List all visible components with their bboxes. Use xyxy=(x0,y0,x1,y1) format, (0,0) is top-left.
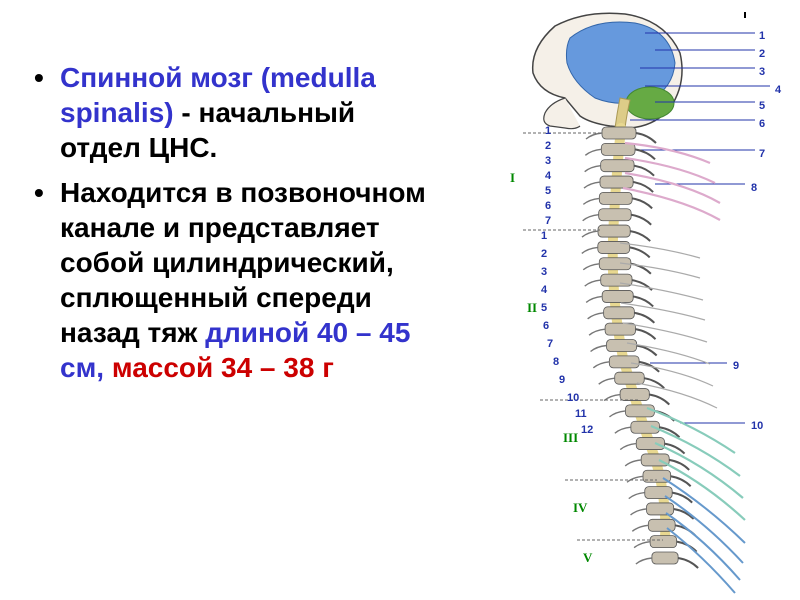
brain-number: 4 xyxy=(775,84,781,96)
section-markers xyxy=(523,133,663,540)
brain-cerebellum xyxy=(626,87,674,119)
brain-number: 5 xyxy=(759,100,765,112)
spine-number: 4 xyxy=(541,284,547,296)
spine-number: 7 xyxy=(545,215,551,227)
diagram-column: IIIIIIIVV 12345678910 123456712345678910… xyxy=(445,0,800,600)
spine-number: 3 xyxy=(541,266,547,278)
bullet-2-mass: массой 34 – 38 г xyxy=(112,352,334,383)
bullet-1: Спинной мозг (medulla spinalis) - началь… xyxy=(30,60,435,165)
roman-label: I xyxy=(510,170,515,186)
spine-number: 5 xyxy=(541,302,547,314)
spine-number: 2 xyxy=(541,248,547,260)
spine-number: 2 xyxy=(545,140,551,152)
spine-number: 1 xyxy=(541,230,547,242)
slide-content: Спинной мозг (medulla spinalis) - началь… xyxy=(0,0,800,600)
roman-label: IV xyxy=(573,500,587,516)
spine-number: 3 xyxy=(545,155,551,167)
roman-label: II xyxy=(527,300,537,316)
bullet-list: Спинной мозг (medulla spinalis) - началь… xyxy=(30,60,435,385)
spine-number: 11 xyxy=(575,408,587,420)
brain-number: 9 xyxy=(733,360,739,372)
spine-number: 1 xyxy=(545,125,551,137)
spine-number: 5 xyxy=(545,185,551,197)
spine-number: 4 xyxy=(545,170,551,182)
spine-number: 12 xyxy=(581,424,593,436)
roman-label: V xyxy=(583,550,592,566)
spine-number: 8 xyxy=(553,356,559,368)
spine-number: 7 xyxy=(547,338,553,350)
roman-label: III xyxy=(563,430,578,446)
brain-number: 10 xyxy=(751,420,763,432)
spine-number: 6 xyxy=(545,200,551,212)
bullet-2: Находится в позвоночном канале и предста… xyxy=(30,175,435,385)
brain-number: 7 xyxy=(759,148,765,160)
spine-number: 6 xyxy=(543,320,549,332)
spine-number: 10 xyxy=(567,392,579,404)
vertebrae-group xyxy=(582,127,698,568)
brain-number: 3 xyxy=(759,66,765,78)
spine-diagram xyxy=(445,8,800,600)
nerves-sacral xyxy=(663,478,745,593)
text-column: Спинной мозг (medulla spinalis) - началь… xyxy=(0,0,445,600)
nerves-cervical xyxy=(623,143,720,220)
spine-number: 9 xyxy=(559,374,565,386)
brain-number: 8 xyxy=(751,182,757,194)
brain-number: 2 xyxy=(759,48,765,60)
brain-number: 6 xyxy=(759,118,765,130)
brain-number: 1 xyxy=(759,30,765,42)
